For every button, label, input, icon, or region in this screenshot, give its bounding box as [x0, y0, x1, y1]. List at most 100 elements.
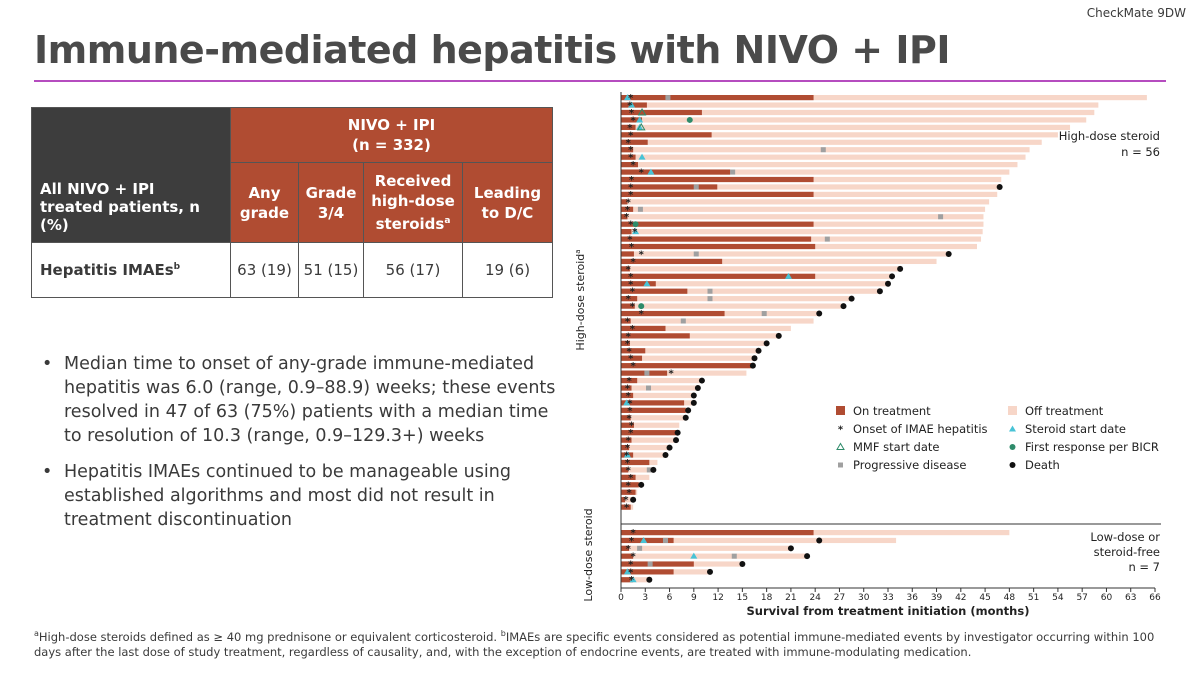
- onset-marker: *: [626, 294, 632, 305]
- high-dose-patient-on-bar: [621, 288, 688, 294]
- pd-marker: [693, 251, 699, 257]
- high-dose-patient-off-bar: [621, 154, 1026, 160]
- x-tick-label: 15: [737, 593, 748, 603]
- low-dose-annotation: Low-dose or: [1090, 530, 1160, 544]
- high-dose-patient-off-bar: [621, 303, 844, 309]
- onset-marker: *: [628, 130, 634, 141]
- onset-marker: *: [626, 197, 632, 208]
- onset-marker: *: [639, 249, 645, 260]
- high-dose-ylabel: High-dose steroida: [574, 249, 587, 350]
- pd-marker: [644, 370, 650, 376]
- death-marker: [840, 303, 847, 310]
- death-marker: [682, 414, 689, 421]
- high-dose-patient-off-bar: [621, 370, 747, 376]
- high-dose-annotation: n = 56: [1121, 145, 1160, 159]
- high-dose-patient-on-bar: [621, 266, 630, 272]
- pd-marker: [646, 467, 652, 473]
- onset-marker: *: [626, 480, 632, 491]
- death-marker: [848, 295, 855, 302]
- onset-marker: *: [631, 115, 637, 126]
- high-dose-patient-on-bar: [621, 236, 812, 242]
- pd-marker: [680, 318, 686, 324]
- death-marker: [662, 452, 669, 459]
- onset-marker: *: [629, 108, 635, 119]
- x-tick-label: 42: [955, 593, 966, 603]
- onset-marker: *: [626, 436, 632, 447]
- high-dose-patient-on-bar: [621, 273, 816, 279]
- onset-marker: *: [631, 160, 637, 171]
- onset-marker: *: [627, 406, 633, 417]
- col-any-grade: Any grade: [230, 162, 299, 243]
- high-dose-patient-off-bar: [621, 415, 686, 421]
- high-dose-patient-off-bar: [621, 206, 986, 212]
- pd-marker: [646, 385, 652, 391]
- high-dose-patient-on-bar: [621, 459, 650, 466]
- high-dose-patient-on-bar: [621, 348, 646, 354]
- pd-marker: [707, 288, 713, 294]
- death-marker: [630, 496, 637, 503]
- onset-marker: *: [628, 182, 634, 193]
- pd-marker: [731, 553, 737, 559]
- high-dose-patient-on-bar: [621, 162, 638, 168]
- onset-marker: *: [626, 376, 632, 387]
- onset-marker: *: [626, 346, 632, 357]
- legend-swatch-off: [1008, 406, 1017, 415]
- x-tick-label: 27: [834, 593, 845, 603]
- col-grade-34: Grade 3/4: [298, 162, 364, 243]
- x-tick-label: 36: [907, 593, 919, 603]
- x-axis-label: Survival from treatment initiation (mont…: [747, 604, 1030, 618]
- x-tick-label: 51: [1028, 593, 1039, 603]
- onset-marker: *: [630, 324, 636, 335]
- high-dose-patient-on-bar: [621, 370, 668, 376]
- mmf-marker: [636, 122, 646, 131]
- high-dose-patient-on-bar: [621, 340, 630, 346]
- high-dose-patient-on-bar: [621, 251, 634, 257]
- steroid-marker: [638, 153, 646, 160]
- death-marker: [685, 407, 692, 414]
- death-marker: [739, 561, 746, 568]
- low-dose-patient-on-bar: [621, 553, 634, 559]
- pd-marker: [707, 296, 713, 302]
- high-dose-patient-off-bar: [621, 452, 666, 458]
- onset-marker: *: [628, 567, 634, 578]
- high-dose-annotation: High-dose steroid: [1059, 129, 1160, 143]
- x-tick-label: 66: [1149, 593, 1161, 603]
- high-dose-patient-off-bar: [621, 117, 1087, 123]
- high-dose-patient-off-bar: [621, 318, 814, 324]
- high-dose-patient-on-bar: [621, 117, 643, 123]
- onset-marker: *: [629, 242, 635, 253]
- steroid-marker: [629, 576, 637, 583]
- cell-grade-34: 51 (15): [298, 242, 364, 298]
- high-dose-patient-off-bar: [621, 102, 1099, 108]
- x-tick-label: 63: [1125, 593, 1136, 603]
- death-marker: [638, 481, 645, 488]
- steroid-marker: [623, 568, 631, 575]
- high-dose-patient-on-bar: [621, 385, 632, 391]
- high-dose-patient-off-bar: [621, 258, 937, 265]
- death-marker: [876, 288, 883, 295]
- high-dose-patient-off-bar: [621, 288, 880, 294]
- footnote: aHigh-dose steroids defined as ≥ 40 mg p…: [34, 629, 1155, 659]
- high-dose-patient-on-bar: [621, 482, 639, 488]
- onset-marker: *: [628, 272, 634, 283]
- corner-label: All NIVO + IPI treated patients, n (%): [31, 107, 231, 243]
- high-dose-patient-off-bar: [621, 392, 694, 399]
- onset-marker: *: [629, 536, 635, 547]
- high-dose-patient-on-bar: [621, 176, 814, 183]
- high-dose-patient-on-bar: [621, 355, 643, 361]
- x-tick-label: 24: [809, 593, 821, 603]
- x-tick-label: 9: [691, 593, 697, 603]
- x-tick-label: 54: [1052, 593, 1064, 603]
- low-dose-annotation: steroid-free: [1094, 545, 1160, 559]
- onset-marker: *: [629, 421, 635, 432]
- high-dose-patient-on-bar: [621, 258, 723, 265]
- high-dose-patient-on-bar: [621, 392, 634, 399]
- onset-marker: *: [627, 123, 633, 134]
- onset-marker: *: [628, 145, 634, 156]
- death-marker: [996, 183, 1003, 190]
- response-marker: [632, 221, 639, 228]
- high-dose-patient-on-bar: [621, 147, 634, 153]
- page-title: Immune-mediated hepatitis with NIVO + IP…: [34, 28, 950, 72]
- onset-marker: *: [631, 361, 637, 372]
- high-dose-patient-off-bar: [621, 199, 990, 205]
